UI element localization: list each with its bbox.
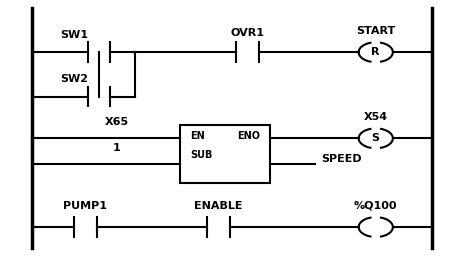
Text: SUB: SUB	[190, 150, 212, 160]
Text: SPEED: SPEED	[322, 154, 362, 164]
Text: R: R	[372, 47, 380, 57]
Text: PUMP1: PUMP1	[63, 201, 108, 211]
Text: ENABLE: ENABLE	[194, 201, 243, 211]
Text: ENO: ENO	[237, 131, 260, 141]
Text: SW2: SW2	[60, 74, 88, 84]
Text: SW1: SW1	[60, 30, 88, 40]
Text: START: START	[356, 26, 396, 36]
Text: EN: EN	[190, 131, 205, 141]
Bar	[180, 125, 270, 183]
Text: X54: X54	[364, 112, 388, 122]
Text: S: S	[372, 133, 380, 143]
Text: X65: X65	[105, 117, 129, 127]
Text: OVR1: OVR1	[230, 28, 265, 38]
Text: %Q100: %Q100	[354, 201, 397, 211]
Text: 1: 1	[113, 143, 121, 153]
